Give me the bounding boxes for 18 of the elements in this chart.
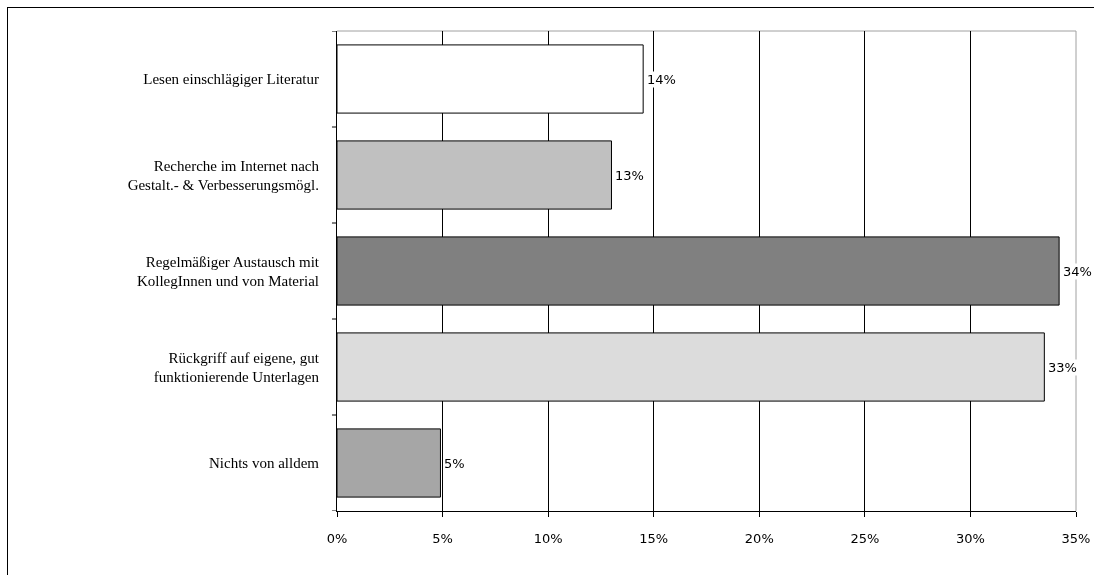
data-label: 34% [1063,264,1092,279]
x-tick-label: 20% [744,530,774,546]
data-label: 13% [615,168,644,183]
x-tick-label: 0% [326,530,348,546]
data-label: 33% [1048,360,1077,375]
x-tick-label: 25% [850,530,880,546]
y-tick-label: Recherche im Internet nach Gestalt.- & Verbesserungsmögl. [127,157,320,193]
x-tick-label: 15% [639,530,669,546]
data-label: 5% [444,456,465,471]
y-tick-label: Rückgriff auf eigene, gut funktionierende Unterlagen [153,349,320,385]
data-label: 14% [647,72,676,87]
y-tick-label: Nichts von alldem [209,455,320,472]
y-tick-label: Lesen einschlägiger Literatur [143,71,319,88]
y-tick-label: Regelmäßiger Austausch mit KollegInnen und von Material [136,253,320,289]
x-tick-label: 5% [432,530,453,546]
x-tick-label: 35% [1061,530,1091,546]
x-tick-label: 10% [533,530,563,546]
x-tick-label: 30% [955,530,985,546]
